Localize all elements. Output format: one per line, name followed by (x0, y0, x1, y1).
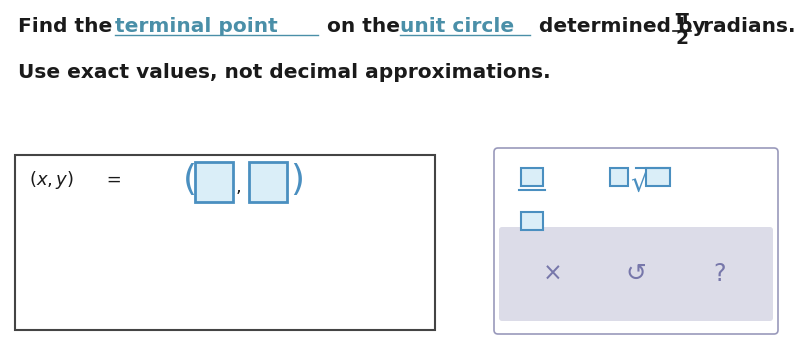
Text: (: ( (183, 163, 197, 197)
Text: ×: × (543, 262, 563, 286)
Text: π: π (674, 9, 690, 28)
Text: 2: 2 (675, 29, 689, 48)
Bar (15, 155, 435, 330)
Text: ): ) (290, 163, 304, 197)
Text: =: = (101, 171, 127, 189)
Text: terminal point: terminal point (115, 17, 278, 36)
Text: Find the: Find the (18, 17, 119, 36)
FancyBboxPatch shape (499, 227, 773, 321)
Bar (521, 212, 543, 230)
Bar (646, 168, 670, 186)
Text: Use exact values, not decimal approximations.: Use exact values, not decimal approximat… (18, 63, 550, 82)
Text: ↺: ↺ (626, 262, 646, 286)
Bar (610, 168, 628, 186)
Bar (521, 168, 543, 186)
Text: ?: ? (714, 262, 726, 286)
Text: ,: , (236, 178, 242, 196)
Text: $(x, y)$: $(x, y)$ (29, 169, 74, 191)
Text: determined by: determined by (532, 17, 713, 36)
Bar (195, 162, 233, 202)
Text: on the: on the (320, 17, 407, 36)
Text: √: √ (630, 170, 648, 198)
FancyBboxPatch shape (494, 148, 778, 334)
Text: radians.: radians. (696, 17, 795, 36)
Text: unit circle: unit circle (400, 17, 514, 36)
Bar (249, 162, 287, 202)
